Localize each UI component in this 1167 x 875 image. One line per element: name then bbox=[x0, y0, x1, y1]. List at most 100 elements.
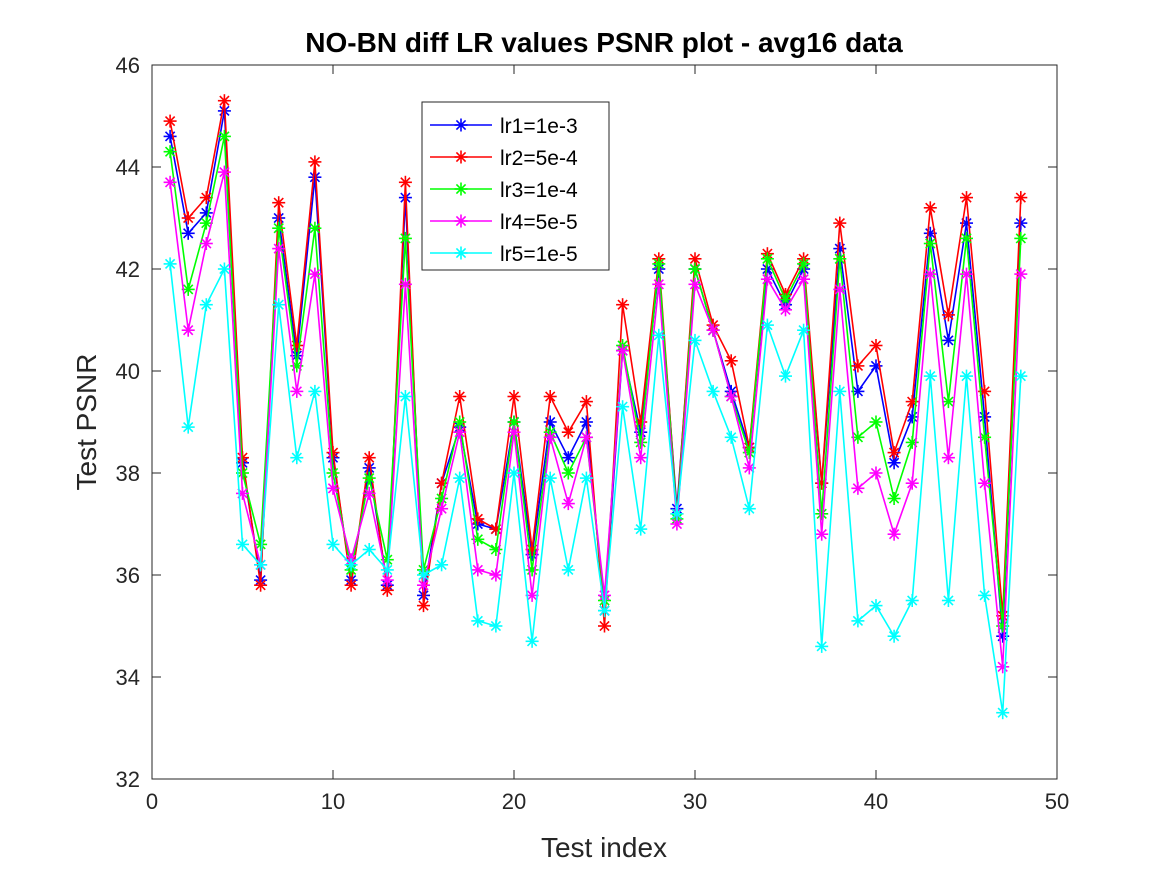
data-point bbox=[344, 578, 358, 592]
data-point bbox=[1014, 216, 1028, 230]
data-point bbox=[199, 191, 213, 205]
data-point bbox=[869, 415, 883, 429]
data-point bbox=[236, 486, 249, 500]
data-point bbox=[471, 563, 485, 577]
data-point bbox=[181, 420, 195, 434]
data-point bbox=[851, 359, 865, 373]
data-point bbox=[1014, 231, 1028, 245]
data-point bbox=[199, 237, 213, 250]
y-tick-label: 46 bbox=[116, 53, 140, 78]
data-point bbox=[905, 476, 919, 490]
data-point bbox=[1014, 267, 1028, 281]
y-tick-label: 40 bbox=[116, 359, 140, 384]
x-axis-label: Test index bbox=[541, 832, 667, 863]
legend-marker bbox=[454, 246, 468, 260]
data-point bbox=[905, 410, 919, 424]
legend-marker bbox=[454, 150, 468, 164]
data-point bbox=[833, 282, 847, 296]
data-point bbox=[815, 639, 829, 653]
data-point bbox=[272, 298, 286, 312]
data-point bbox=[779, 293, 792, 307]
data-point bbox=[978, 384, 992, 398]
data-point bbox=[453, 425, 467, 439]
data-point bbox=[507, 390, 521, 403]
data-point bbox=[326, 481, 340, 495]
data-point bbox=[398, 175, 412, 189]
data-point bbox=[815, 507, 829, 521]
data-point bbox=[598, 619, 611, 633]
data-point bbox=[362, 471, 376, 485]
data-point bbox=[960, 231, 973, 245]
data-point bbox=[254, 558, 268, 572]
data-point bbox=[398, 390, 412, 403]
data-point bbox=[634, 451, 648, 465]
data-point bbox=[742, 502, 756, 516]
data-point bbox=[996, 706, 1010, 720]
y-tick-label: 34 bbox=[116, 665, 140, 690]
data-point bbox=[941, 308, 955, 322]
data-point bbox=[652, 328, 666, 342]
data-point bbox=[561, 425, 575, 439]
legend-label: lr1=1e-3 bbox=[500, 115, 578, 138]
y-tick-label: 32 bbox=[116, 767, 140, 792]
y-tick-label: 44 bbox=[116, 155, 140, 180]
data-point bbox=[797, 323, 811, 337]
series-line bbox=[169, 263, 1022, 714]
data-point bbox=[561, 451, 575, 465]
legend-label: lr4=5e-5 bbox=[500, 211, 578, 234]
data-point bbox=[326, 537, 340, 551]
data-point bbox=[616, 298, 630, 312]
legend-label: lr5=1e-5 bbox=[500, 243, 578, 266]
data-point bbox=[561, 466, 575, 480]
data-point bbox=[380, 563, 394, 577]
data-point bbox=[489, 619, 503, 633]
legend-label: lr3=1e-4 bbox=[500, 179, 578, 202]
y-tick-label: 42 bbox=[116, 257, 140, 282]
data-point bbox=[181, 323, 195, 337]
data-point bbox=[543, 471, 557, 485]
data-point bbox=[362, 543, 376, 556]
data-point bbox=[417, 599, 430, 613]
data-point bbox=[308, 384, 322, 398]
data-point bbox=[724, 390, 738, 403]
data-point bbox=[217, 129, 231, 143]
data-point bbox=[616, 344, 630, 358]
data-point bbox=[833, 216, 847, 230]
data-point bbox=[941, 594, 955, 607]
data-point bbox=[435, 502, 449, 516]
data-point bbox=[489, 568, 503, 582]
data-point bbox=[272, 242, 286, 256]
data-point bbox=[254, 537, 268, 551]
y-axis-label: Test PSNR bbox=[71, 354, 102, 491]
data-point bbox=[435, 558, 449, 572]
data-point bbox=[543, 390, 557, 403]
legend-box bbox=[421, 101, 610, 271]
data-point bbox=[923, 237, 937, 250]
data-point bbox=[308, 155, 322, 169]
x-tick-label: 50 bbox=[1045, 789, 1069, 814]
data-point bbox=[525, 563, 539, 577]
data-point bbox=[760, 252, 774, 266]
data-point bbox=[272, 221, 286, 235]
data-point bbox=[453, 471, 467, 485]
data-point bbox=[960, 191, 973, 205]
legend-entry: lr4=5e-5 bbox=[430, 211, 578, 234]
x-tick-label: 30 bbox=[683, 789, 707, 814]
legend-marker bbox=[454, 214, 468, 228]
data-point bbox=[254, 578, 268, 592]
data-point bbox=[833, 252, 847, 266]
data-point bbox=[471, 614, 485, 628]
series-line bbox=[169, 171, 1022, 668]
data-point bbox=[398, 231, 412, 245]
data-point bbox=[362, 486, 376, 500]
data-point bbox=[398, 277, 412, 291]
data-point bbox=[869, 466, 883, 480]
data-point bbox=[923, 369, 937, 383]
data-point bbox=[579, 415, 593, 429]
chart-title: NO-BN diff LR values PSNR plot - avg16 d… bbox=[305, 27, 903, 58]
data-point bbox=[272, 196, 286, 210]
data-point bbox=[869, 339, 883, 352]
data-point bbox=[923, 201, 937, 215]
data-point bbox=[688, 262, 702, 276]
data-point bbox=[290, 451, 304, 465]
